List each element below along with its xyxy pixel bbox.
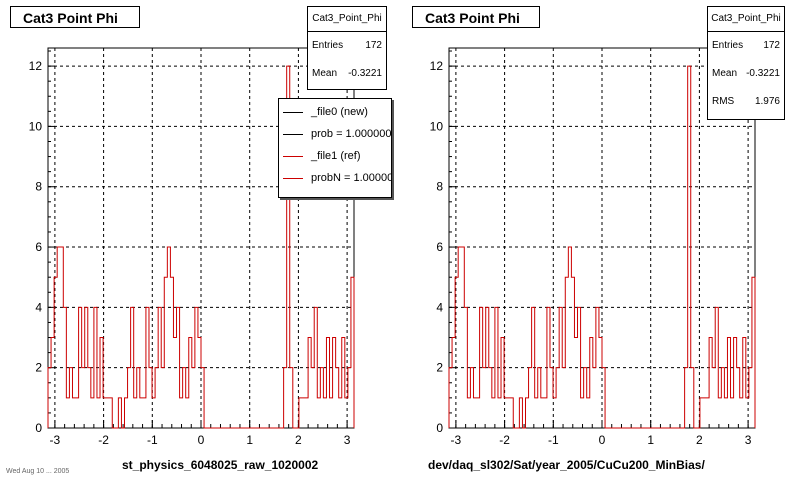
- stats-value: -0.3221: [348, 68, 382, 79]
- x-tick-label: -3: [451, 433, 462, 447]
- y-tick-label: 4: [436, 300, 443, 314]
- stats-label: Mean: [312, 68, 338, 79]
- right-stats-row-rms: RMS 1.976: [708, 88, 784, 116]
- legend-item-prob: prob = 1.000000: [279, 123, 391, 145]
- right-stats-name: Cat3_Point_Phi: [708, 7, 784, 32]
- y-tick-label: 6: [35, 240, 42, 254]
- x-tick-label: 1: [647, 433, 654, 447]
- x-tick-label: 0: [599, 433, 606, 447]
- histogram-series-line: [47, 65, 355, 429]
- x-tick-label: 3: [745, 433, 752, 447]
- left-legend: _file0 (new) prob = 1.000000 _file1 (ref…: [278, 98, 392, 198]
- right-stats-row-entries: Entries 172: [708, 32, 784, 60]
- stats-value: 172: [763, 40, 780, 51]
- x-tick-label: 2: [696, 433, 703, 447]
- x-tick-label: 1: [246, 433, 253, 447]
- right-title-text: Cat3 Point Phi: [425, 10, 520, 26]
- stats-label: Mean: [712, 68, 738, 79]
- left-stats-row-entries: Entries 172: [308, 32, 386, 60]
- x-tick-label: -3: [50, 433, 61, 447]
- left-stats-name: Cat3_Point_Phi: [308, 7, 386, 32]
- legend-item-file1: _file1 (ref): [279, 145, 391, 167]
- left-title-text: Cat3 Point Phi: [23, 10, 118, 26]
- y-tick-label: 0: [35, 421, 42, 435]
- legend-line-icon: [283, 178, 303, 179]
- legend-label: prob = 1.000000: [311, 128, 392, 140]
- legend-label: _file0 (new): [311, 106, 368, 118]
- stats-value: 172: [365, 40, 382, 51]
- footer-text: Wed Aug 10 ... 2005: [6, 468, 70, 475]
- x-tick-label: -1: [147, 433, 158, 447]
- legend-label: _file1 (ref): [311, 150, 361, 162]
- x-tick-label: 3: [344, 433, 351, 447]
- legend-item-probn: probN = 1.000000: [279, 167, 391, 189]
- y-tick-label: 2: [35, 361, 42, 375]
- legend-item-file0: _file0 (new): [279, 101, 391, 123]
- x-tick-label: -2: [98, 433, 109, 447]
- right-stats-row-mean: Mean -0.3221: [708, 60, 784, 88]
- left-x-axis-label: st_physics_6048025_raw_1020002: [122, 458, 319, 472]
- x-tick-label: -2: [499, 433, 510, 447]
- right-stats-box: Cat3_Point_Phi Entries 172 Mean -0.3221 …: [707, 6, 785, 120]
- stats-value: -0.3221: [746, 68, 780, 79]
- stats-label: RMS: [712, 96, 735, 107]
- stats-value: 1.976: [754, 96, 780, 107]
- y-tick-label: 10: [29, 119, 43, 133]
- x-tick-label: 0: [198, 433, 205, 447]
- left-stats-box: Cat3_Point_Phi Entries 172 Mean -0.3221: [307, 6, 387, 90]
- legend-line-icon: [283, 112, 303, 113]
- left-stats-row-mean: Mean -0.3221: [308, 60, 386, 88]
- y-tick-label: 12: [430, 59, 444, 73]
- legend-label: probN = 1.000000: [311, 172, 392, 184]
- left-panel-title: Cat3 Point Phi: [10, 6, 140, 28]
- stats-label: Entries: [312, 40, 344, 51]
- y-tick-label: 12: [29, 59, 43, 73]
- legend-line-icon: [283, 156, 303, 157]
- y-tick-label: 8: [35, 180, 42, 194]
- right-x-axis-label: dev/daq_sl302/Sat/year_2005/CuCu200_MinB…: [428, 458, 705, 472]
- legend-line-icon: [283, 134, 303, 135]
- histogram-series-line: [448, 65, 756, 429]
- y-tick-label: 0: [436, 421, 443, 435]
- right-panel-title: Cat3 Point Phi: [412, 6, 540, 28]
- x-tick-label: -1: [548, 433, 559, 447]
- x-tick-label: 2: [295, 433, 302, 447]
- y-tick-label: 2: [436, 361, 443, 375]
- y-tick-label: 4: [35, 300, 42, 314]
- y-tick-label: 8: [436, 180, 443, 194]
- y-tick-label: 10: [430, 119, 444, 133]
- stats-label: Entries: [712, 40, 744, 51]
- y-tick-label: 6: [436, 240, 443, 254]
